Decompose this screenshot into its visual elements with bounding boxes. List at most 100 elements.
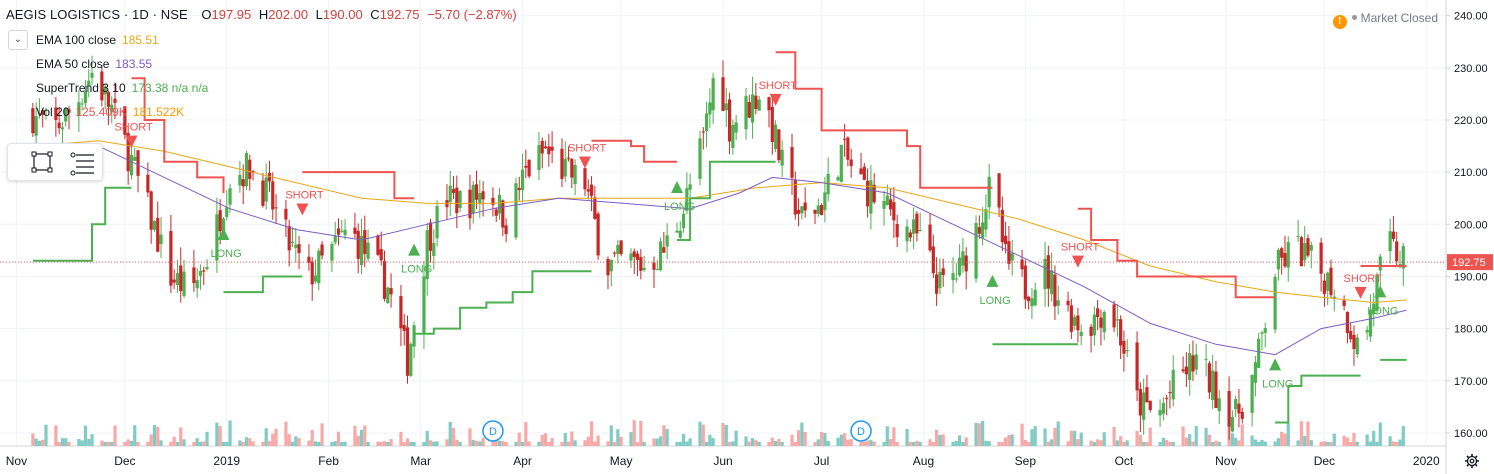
candle-body <box>1395 241 1399 262</box>
candle-body <box>908 232 912 238</box>
candle-body <box>905 226 909 242</box>
ema50-line <box>32 145 1407 356</box>
volume-bar <box>1329 441 1333 446</box>
candle-body <box>313 275 318 282</box>
candle-body <box>889 199 893 210</box>
volume-bar <box>1352 432 1356 446</box>
time-axis: Nov Dec 2019 Feb Mar Apr May Jun Jul Aug Sep Oct Nov… <box>6 454 1440 468</box>
candle-body <box>790 146 794 178</box>
candle-body <box>721 77 725 111</box>
candle-body <box>547 146 551 155</box>
candle-body <box>359 235 364 266</box>
volume-bar <box>1388 436 1392 446</box>
volume-bar <box>221 441 226 446</box>
volume-bar <box>619 436 623 446</box>
candle-body <box>773 124 778 150</box>
gear-icon[interactable] <box>1464 453 1480 469</box>
volume-bar <box>593 441 597 446</box>
volume-bar <box>1375 441 1379 446</box>
fib-lines-icon[interactable] <box>68 148 96 176</box>
volume-bar <box>704 441 709 446</box>
volume-bar <box>915 440 919 446</box>
legend-ema50[interactable]: EMA 50 close 183.55 <box>36 57 153 71</box>
candle-body <box>997 173 1001 208</box>
candle-body <box>264 177 268 202</box>
legend-supertrend[interactable]: SuperTrend 3 10 173.38 n/a n/a <box>36 81 209 95</box>
volume-bar <box>126 439 130 446</box>
legend-volume[interactable]: Vol 20 125.409K 181.522K <box>36 105 185 119</box>
legend-ema100[interactable]: EMA 100 close 185.51 <box>36 33 159 47</box>
candle-body <box>1079 331 1083 337</box>
candle-body <box>629 253 633 261</box>
dividend-event-icon[interactable]: D <box>850 420 872 442</box>
close-value: 192.75 <box>379 7 420 22</box>
candle-body <box>1329 267 1333 296</box>
volume-bar <box>225 441 229 446</box>
dividend-event-icon[interactable]: D <box>482 420 504 442</box>
volume-bar <box>727 441 732 446</box>
candle-body <box>425 230 429 280</box>
candle-body <box>1135 342 1139 391</box>
rectangle-tool-icon[interactable] <box>28 148 56 176</box>
candle-body <box>754 95 758 109</box>
candle-body <box>849 159 853 166</box>
volume-bar <box>1145 441 1149 446</box>
candle-body <box>1280 248 1284 258</box>
volume-bar <box>796 430 801 446</box>
volume-bar <box>895 441 899 446</box>
candle-body <box>1306 238 1310 256</box>
volume-bar <box>1398 439 1402 446</box>
volume-bar <box>451 427 456 446</box>
market-status[interactable]: ! Market Closed <box>1332 11 1438 29</box>
volume-bar <box>57 441 61 446</box>
collapse-legend-button[interactable]: ⌄ <box>8 30 28 50</box>
candle-body <box>655 269 659 271</box>
volume-bar <box>1322 441 1327 446</box>
candle-body <box>1283 253 1287 267</box>
volume-bar <box>1211 441 1215 446</box>
candle-body <box>1161 403 1165 414</box>
volume-bar <box>681 433 686 446</box>
volume-bar <box>353 425 357 446</box>
candle-body <box>386 287 390 304</box>
candle-body <box>770 106 774 143</box>
candle-body <box>1401 246 1405 269</box>
volume-bar <box>382 441 387 446</box>
candle-body <box>1276 249 1280 270</box>
signals: SHORT LONG SHORT LONG SHORT LONG SHORT LONG SHOR… <box>114 80 1398 390</box>
volume-bar <box>425 430 429 446</box>
volume-bar <box>688 438 692 446</box>
volume-bar <box>862 441 866 446</box>
candle-body <box>64 108 68 122</box>
volume-bar <box>560 441 564 446</box>
candle-body <box>685 188 689 211</box>
volume-bar <box>37 440 42 446</box>
volume-bar <box>514 441 518 446</box>
volume-bar <box>1191 441 1195 446</box>
time-tick-label: Feb <box>318 454 339 468</box>
short-arrow-icon <box>769 93 782 106</box>
candle-body <box>198 271 203 277</box>
dividend-label: D <box>489 426 497 438</box>
volume-bar <box>721 422 725 446</box>
volume-bar <box>813 442 817 446</box>
candle-body <box>146 174 150 193</box>
volume-bar <box>935 429 939 446</box>
candle-body <box>504 225 508 235</box>
volume-bar <box>632 420 636 446</box>
candle-body <box>34 116 38 136</box>
candle-body <box>816 205 820 214</box>
symbol-title[interactable]: AEGIS LOGISTICS · 1D · NSE <box>6 7 188 22</box>
volume-bar <box>1020 423 1024 446</box>
candle-body <box>635 253 640 260</box>
candle-body <box>1069 305 1073 332</box>
candle-body <box>803 202 807 211</box>
volume-bar <box>678 441 682 446</box>
volume-bar <box>458 441 462 446</box>
volume-bar <box>287 434 291 446</box>
volume-bar <box>1296 440 1300 446</box>
volume-bar <box>366 441 370 446</box>
volume-bar <box>527 441 531 446</box>
dividend-marker <box>482 420 504 442</box>
